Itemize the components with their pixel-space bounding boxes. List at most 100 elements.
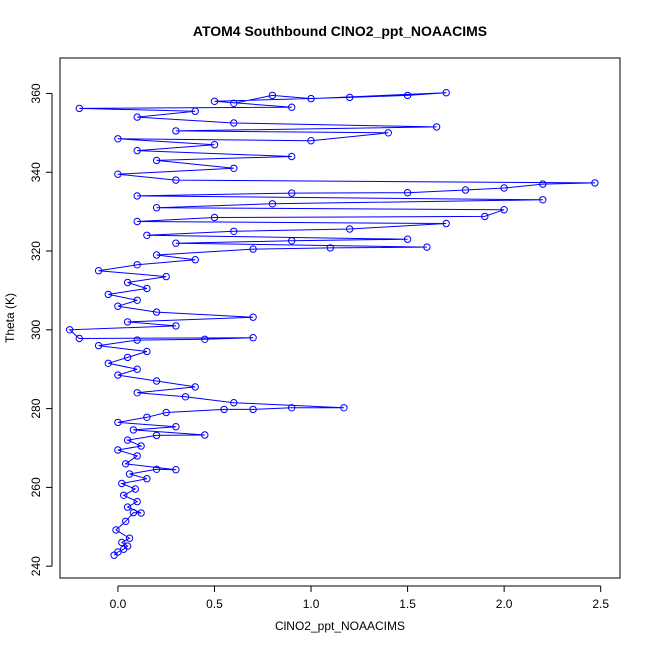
data-point: [340, 404, 348, 412]
data-point: [326, 244, 334, 252]
data-point: [104, 359, 113, 367]
data-point: [432, 123, 441, 131]
data-point: [123, 353, 132, 362]
data-point: [268, 200, 277, 208]
data-point: [210, 213, 219, 222]
data-point: [384, 129, 392, 137]
data-point: [123, 436, 132, 444]
data-point: [133, 192, 141, 200]
data-point: [210, 141, 219, 149]
data-point: [114, 446, 122, 454]
data-point: [152, 251, 161, 259]
y-axis: 240 260 280 300 320 340 360: [29, 83, 53, 576]
data-point: [288, 152, 296, 161]
data-point: [152, 308, 161, 316]
data-point: [133, 497, 141, 506]
data-point: [288, 189, 296, 197]
data-point: [94, 267, 103, 275]
y-tick-label: 340: [29, 162, 43, 182]
data-point: [66, 326, 74, 334]
data-point: [114, 371, 122, 379]
data-point: [133, 217, 141, 226]
data-point: [220, 405, 228, 414]
data-point: [230, 164, 238, 173]
plot-frame: [59, 57, 621, 579]
x-axis: 0.0 0.5 1.0 1.5 2.0 2.5: [110, 585, 609, 611]
data-point: [403, 91, 412, 100]
data-point: [152, 204, 161, 212]
data-point: [122, 460, 130, 468]
data-point: [181, 393, 190, 401]
data-point: [539, 196, 547, 204]
data-point: [123, 542, 132, 550]
data-point: [114, 548, 122, 556]
data-point: [120, 491, 128, 499]
x-tick-label: 2.5: [592, 597, 609, 611]
data-point: [423, 243, 431, 251]
data-point: [133, 365, 141, 373]
y-tick-label: 240: [29, 556, 43, 576]
data-point: [114, 135, 122, 143]
data-point: [133, 296, 141, 304]
data-point: [162, 272, 170, 281]
y-axis-label: Theta (K): [3, 293, 17, 343]
data-point: [249, 313, 257, 321]
data-point: [133, 261, 141, 269]
x-tick-label: 1.5: [399, 597, 416, 611]
data-point: [172, 322, 180, 330]
data-point: [125, 534, 134, 542]
data-point: [118, 479, 126, 488]
y-tick-label: 320: [29, 241, 43, 261]
data-point: [123, 318, 132, 326]
data-point: [210, 97, 219, 106]
x-axis-label: ClNO2_ppt_NOAACIMS: [275, 619, 405, 633]
y-tick-label: 360: [29, 83, 43, 103]
data-point: [591, 179, 599, 187]
y-tick-label: 300: [29, 319, 43, 339]
data-point: [114, 302, 122, 310]
data-point: [346, 93, 354, 102]
data-point: [152, 465, 161, 473]
data-point: [137, 509, 145, 517]
data-point: [230, 119, 238, 127]
data-point: [114, 418, 122, 427]
data-point: [268, 91, 277, 100]
data-point: [94, 341, 103, 350]
data-point: [143, 475, 151, 483]
data-point: [539, 180, 547, 188]
data-point: [500, 206, 508, 214]
data-point: [118, 538, 126, 547]
data-point: [461, 186, 470, 194]
data-point: [172, 423, 180, 431]
data-point: [129, 426, 138, 434]
data-point: [152, 377, 161, 385]
data-point: [191, 383, 199, 391]
data-point: [307, 137, 315, 145]
data-point: [288, 404, 296, 412]
data-point: [114, 170, 122, 178]
data-point: [104, 290, 113, 299]
data-point: [230, 99, 238, 108]
data-point: [123, 278, 132, 287]
data-point: [172, 239, 180, 247]
data-point: [137, 442, 145, 450]
data-point: [75, 334, 84, 343]
y-tick-label: 260: [29, 477, 43, 497]
data-point: [442, 219, 450, 228]
data-point: [230, 399, 238, 407]
data-point: [249, 245, 257, 253]
data-point: [162, 408, 170, 417]
x-tick-label: 2.0: [496, 597, 513, 611]
data-point: [288, 237, 296, 245]
data-point: [288, 103, 296, 111]
data-point: [442, 89, 450, 97]
series-line: [68, 92, 595, 556]
x-tick-label: 1.0: [303, 597, 320, 611]
data-point: [201, 431, 209, 439]
data-point: [133, 146, 141, 155]
data-point: [112, 526, 120, 534]
data-point: [143, 284, 151, 293]
data-point: [403, 189, 412, 197]
data-point: [249, 334, 257, 342]
